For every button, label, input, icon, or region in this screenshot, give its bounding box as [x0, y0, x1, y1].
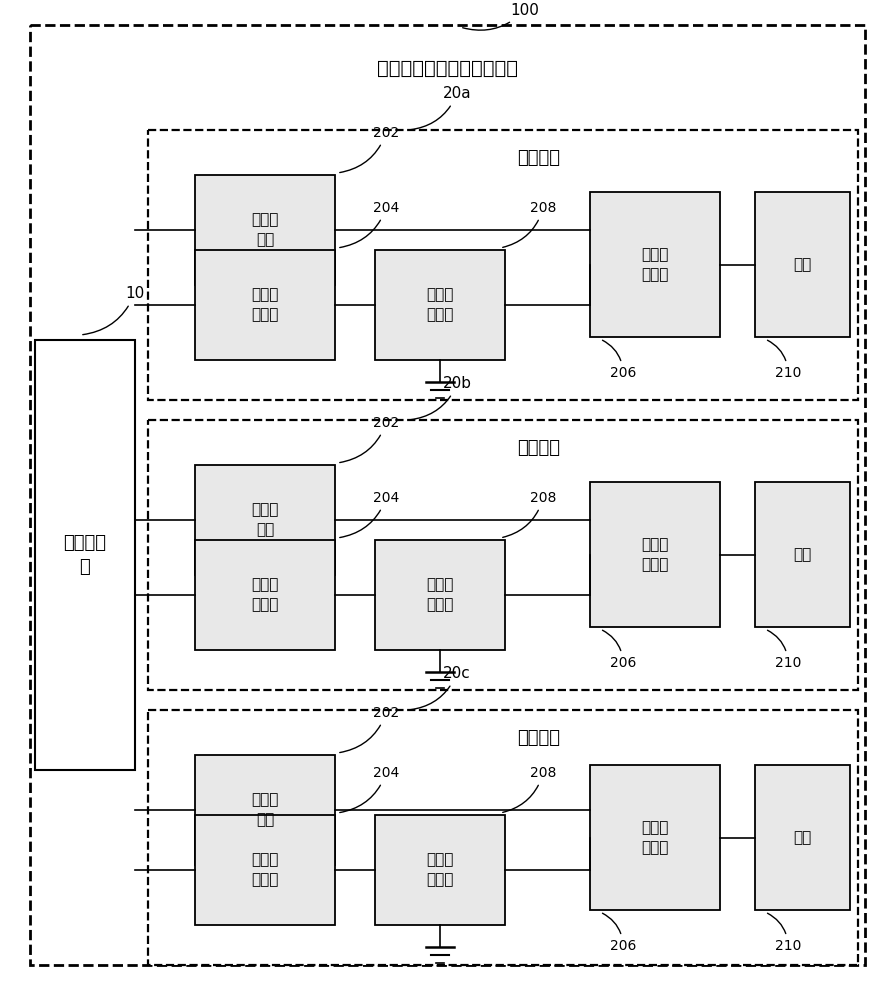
Text: 202: 202	[340, 416, 400, 463]
Text: 第二开
关单元: 第二开 关单元	[426, 578, 453, 612]
Bar	[755, 482, 850, 627]
Text: 低噪声
放大器: 低噪声 放大器	[251, 288, 279, 322]
Text: 低噪声
放大器: 低噪声 放大器	[251, 853, 279, 887]
Text: 20b: 20b	[410, 376, 472, 420]
Text: 功率放
大器: 功率放 大器	[251, 213, 279, 247]
Bar	[195, 175, 335, 285]
Bar	[195, 465, 335, 575]
Text: 202: 202	[340, 706, 400, 753]
Text: 第一开
关单元: 第一开 关单元	[641, 820, 669, 855]
Bar	[195, 540, 335, 650]
Text: 10: 10	[83, 286, 144, 335]
Text: 204: 204	[340, 491, 400, 538]
Text: 收发单元: 收发单元	[517, 729, 560, 747]
Text: 第一开
关单元: 第一开 关单元	[641, 537, 669, 572]
Bar	[148, 130, 858, 400]
Text: 20c: 20c	[410, 666, 470, 710]
Text: 天线: 天线	[793, 547, 812, 562]
Text: 第二开
关单元: 第二开 关单元	[426, 853, 453, 887]
Text: 多输入多输出天线收发电路: 多输入多输出天线收发电路	[376, 58, 518, 78]
Bar	[755, 192, 850, 337]
Bar	[375, 250, 505, 360]
Text: 208: 208	[502, 491, 556, 537]
Bar	[590, 192, 720, 337]
Text: 第二开
关单元: 第二开 关单元	[426, 288, 453, 322]
Text: 100: 100	[463, 3, 539, 30]
Bar	[755, 765, 850, 910]
Text: 208: 208	[502, 766, 556, 812]
Text: 20a: 20a	[410, 86, 471, 130]
Text: 功率放
大器: 功率放 大器	[251, 793, 279, 827]
Bar	[195, 815, 335, 925]
Bar	[35, 340, 135, 770]
Text: 功率放
大器: 功率放 大器	[251, 503, 279, 537]
Text: 低噪声
放大器: 低噪声 放大器	[251, 578, 279, 612]
Text: 202: 202	[340, 126, 400, 173]
Text: 射频收发
器: 射频收发 器	[63, 534, 106, 576]
Text: 206: 206	[603, 913, 637, 953]
Bar	[590, 765, 720, 910]
Text: 210: 210	[767, 340, 801, 380]
Bar	[148, 710, 858, 965]
Text: 第一开
关单元: 第一开 关单元	[641, 247, 669, 282]
Text: 204: 204	[340, 766, 400, 813]
Bar	[195, 250, 335, 360]
Text: 206: 206	[603, 630, 637, 670]
Text: 收发单元: 收发单元	[517, 149, 560, 167]
Bar	[590, 482, 720, 627]
Bar	[375, 540, 505, 650]
Bar	[148, 420, 858, 690]
Text: 206: 206	[603, 340, 637, 380]
Text: 天线: 天线	[793, 257, 812, 272]
Text: 208: 208	[502, 201, 556, 247]
Text: 天线: 天线	[793, 830, 812, 845]
Text: 210: 210	[767, 630, 801, 670]
Bar	[195, 755, 335, 865]
Bar	[375, 815, 505, 925]
Text: 210: 210	[767, 913, 801, 953]
Text: 收发单元: 收发单元	[517, 439, 560, 457]
Text: 204: 204	[340, 201, 400, 248]
